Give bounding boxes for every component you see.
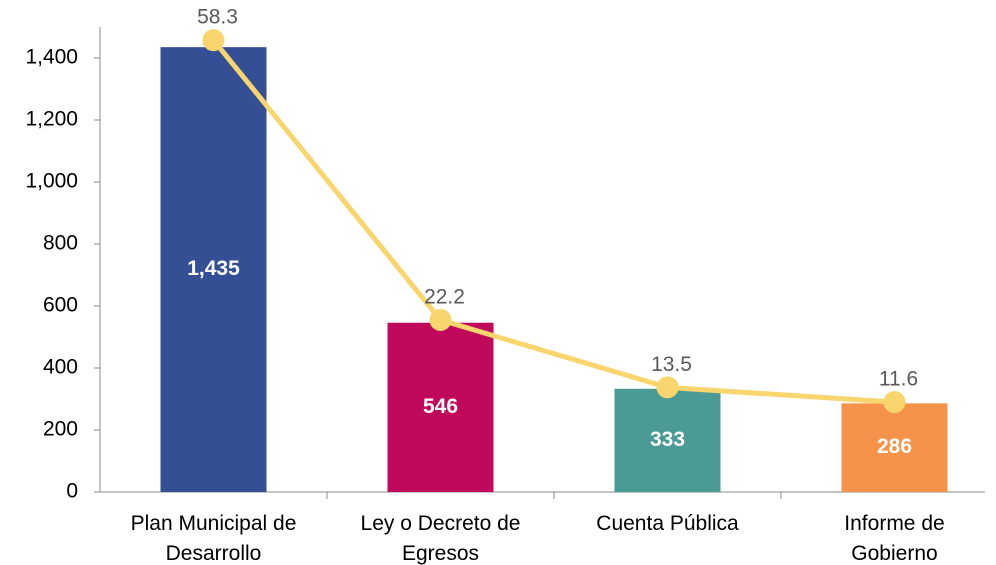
bar bbox=[160, 47, 267, 493]
y-tick-label: 800 bbox=[43, 232, 78, 255]
line-point bbox=[202, 29, 225, 52]
y-tick-label: 1,400 bbox=[25, 46, 78, 69]
y-tick-label: 1,200 bbox=[25, 108, 78, 131]
bar bbox=[841, 403, 948, 492]
y-tick-label: 400 bbox=[43, 356, 78, 379]
x-tick-label: Informe de Gobierno bbox=[844, 512, 944, 565]
y-tick-label: 600 bbox=[43, 294, 78, 317]
line-value-label: 11.6 bbox=[879, 368, 918, 391]
bar-value-label: 286 bbox=[877, 435, 912, 458]
y-tick-label: 1,000 bbox=[25, 170, 78, 193]
line-point bbox=[883, 391, 906, 414]
line bbox=[211, 38, 895, 405]
y-tick-label: 200 bbox=[43, 418, 78, 441]
bar-value-label: 333 bbox=[650, 428, 685, 451]
line-point bbox=[429, 308, 452, 331]
y-tick-label: 0 bbox=[66, 480, 78, 503]
line-point bbox=[656, 376, 679, 399]
line-value-label: 22.2 bbox=[424, 285, 465, 308]
line-value-label: 58.3 bbox=[197, 6, 238, 29]
bar-value-label: 1,435 bbox=[187, 257, 240, 280]
bar bbox=[614, 388, 721, 492]
x-tick-label: Ley o Decreto de Egresos bbox=[361, 512, 521, 565]
line-value-label: 13.5 bbox=[651, 353, 692, 376]
bar-value-label: 546 bbox=[423, 395, 458, 418]
x-tick-label: Plan Municipal de Desarrollo bbox=[131, 512, 297, 565]
bar bbox=[387, 322, 494, 492]
x-tick-label: Cuenta Pública bbox=[596, 512, 739, 535]
